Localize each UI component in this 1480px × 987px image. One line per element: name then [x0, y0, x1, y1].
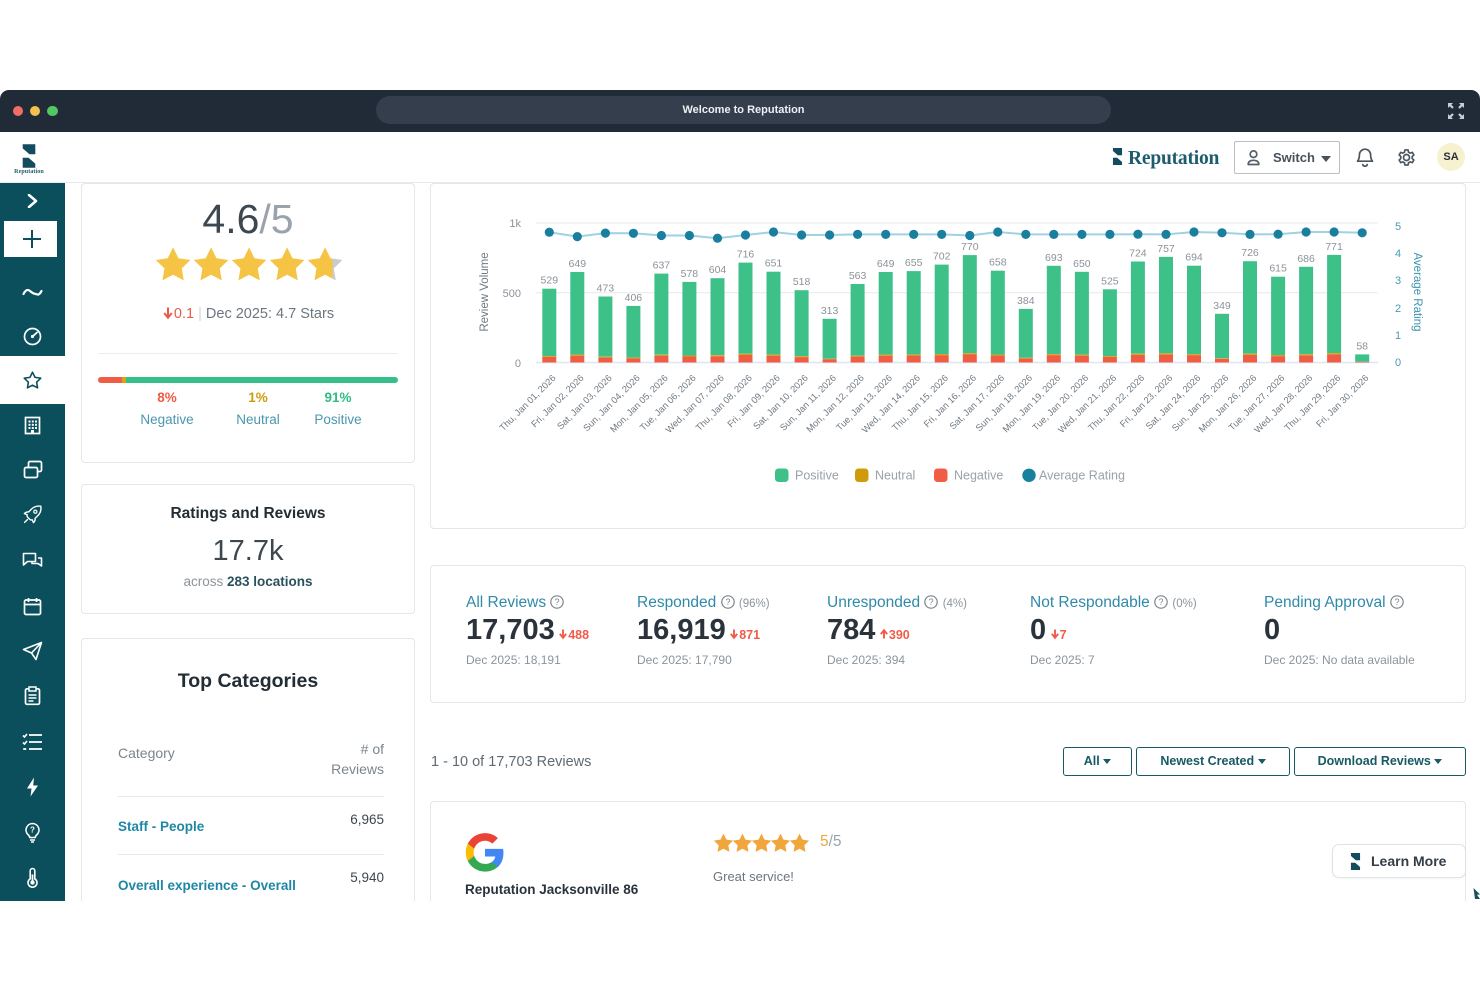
- svg-text:694: 694: [1185, 252, 1203, 264]
- svg-text:1: 1: [1395, 330, 1401, 342]
- svg-text:637: 637: [653, 260, 671, 272]
- svg-text:693: 693: [1045, 252, 1063, 264]
- svg-text:?: ?: [30, 826, 35, 835]
- svg-text:Negative: Negative: [954, 469, 1003, 483]
- svg-text:529: 529: [541, 275, 559, 287]
- svg-text:384: 384: [1017, 295, 1035, 307]
- svg-text:0: 0: [1395, 357, 1401, 369]
- svg-text:563: 563: [849, 270, 867, 282]
- svg-text:518: 518: [793, 276, 811, 288]
- svg-text:771: 771: [1325, 241, 1343, 253]
- svg-text:Neutral: Neutral: [875, 469, 915, 483]
- svg-text:770: 770: [961, 241, 979, 253]
- svg-text:651: 651: [765, 258, 783, 270]
- svg-text:3: 3: [1395, 275, 1401, 287]
- svg-text:525: 525: [1101, 275, 1119, 287]
- svg-text:724: 724: [1129, 248, 1147, 260]
- svg-text:313: 313: [821, 305, 839, 317]
- svg-text:650: 650: [1073, 258, 1091, 270]
- svg-text:655: 655: [905, 257, 923, 269]
- svg-text:615: 615: [1269, 263, 1287, 275]
- svg-text:?: ?: [555, 597, 560, 607]
- svg-text:686: 686: [1297, 253, 1315, 265]
- svg-text:?: ?: [1394, 597, 1399, 607]
- svg-text:?: ?: [1159, 597, 1164, 607]
- svg-text:2: 2: [1395, 303, 1401, 315]
- svg-text:58: 58: [1356, 340, 1368, 352]
- svg-text:1k: 1k: [509, 218, 521, 230]
- svg-text:604: 604: [709, 264, 727, 276]
- svg-text:?: ?: [725, 597, 730, 607]
- svg-text:Average Rating: Average Rating: [1411, 252, 1423, 331]
- svg-text:716: 716: [737, 249, 755, 261]
- svg-text:649: 649: [877, 258, 895, 270]
- svg-text:702: 702: [933, 251, 951, 263]
- svg-text:4: 4: [1395, 248, 1401, 260]
- svg-text:5: 5: [1395, 221, 1401, 233]
- svg-text:726: 726: [1241, 247, 1259, 259]
- svg-text:473: 473: [597, 283, 615, 295]
- svg-text:Fri, Jan 30, 2026: Fri, Jan 30, 2026: [1314, 373, 1370, 429]
- svg-text:Average Rating: Average Rating: [1039, 469, 1125, 483]
- svg-text:406: 406: [625, 292, 643, 304]
- svg-text:0: 0: [515, 358, 521, 370]
- svg-text:Positive: Positive: [795, 469, 839, 483]
- svg-text:Review Volume: Review Volume: [479, 252, 491, 331]
- svg-text:578: 578: [681, 268, 699, 280]
- svg-text:500: 500: [503, 288, 521, 300]
- svg-text:349: 349: [1213, 300, 1231, 312]
- svg-text:?: ?: [929, 597, 934, 607]
- svg-text:757: 757: [1157, 243, 1175, 255]
- svg-text:658: 658: [989, 257, 1007, 269]
- svg-text:649: 649: [569, 258, 587, 270]
